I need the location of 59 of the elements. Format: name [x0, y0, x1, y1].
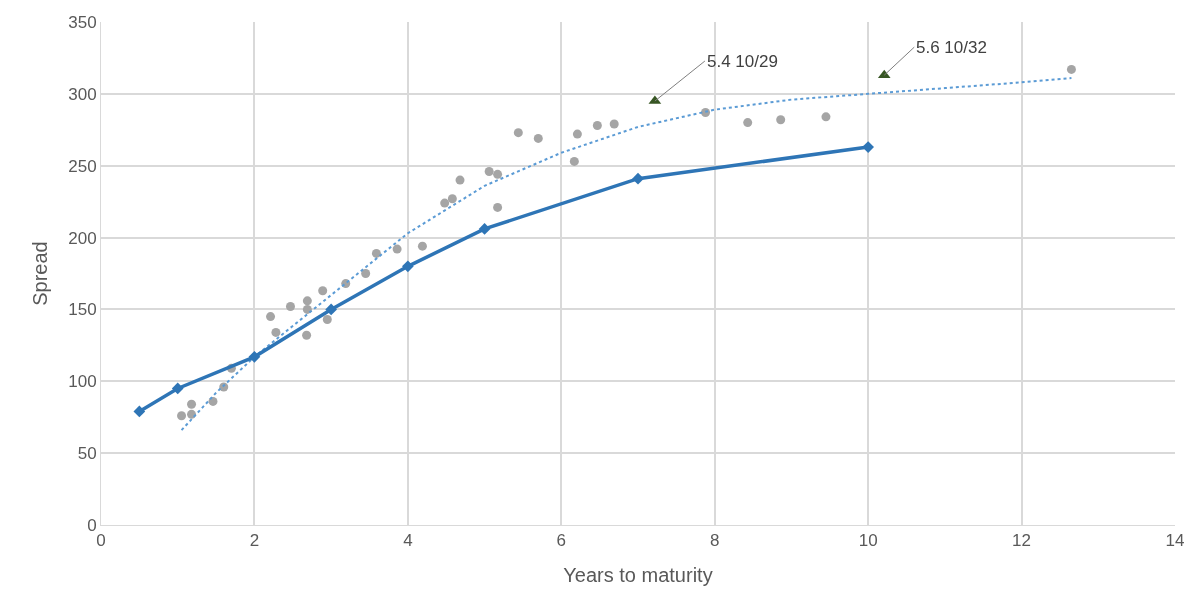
x-tick-label: 14	[1165, 531, 1185, 551]
point	[743, 118, 753, 128]
point	[592, 120, 602, 130]
point	[632, 172, 644, 185]
annotation: 5.6 10/32	[916, 38, 987, 57]
x-axis-title: Years to maturity	[563, 563, 713, 586]
point	[569, 156, 579, 166]
point	[478, 223, 491, 235]
y-tick-label: 100	[68, 372, 97, 392]
point	[572, 129, 582, 139]
point	[392, 244, 402, 254]
point	[302, 296, 312, 306]
point	[533, 133, 543, 143]
point	[285, 302, 295, 312]
line-series	[180, 77, 1073, 432]
annotation: 5.4 10/29	[707, 52, 778, 71]
point	[862, 141, 874, 153]
point	[609, 119, 619, 129]
point	[417, 241, 427, 251]
point	[493, 202, 503, 212]
point	[447, 194, 457, 204]
y-tick-label: 200	[68, 228, 97, 248]
point	[513, 128, 523, 138]
y-tick-label: 50	[77, 444, 97, 464]
x-tick-label: 4	[403, 531, 413, 551]
point	[318, 286, 328, 296]
point	[271, 327, 281, 337]
point	[187, 409, 197, 419]
y-axis-title: Spread	[28, 241, 51, 306]
point	[402, 260, 414, 273]
point	[266, 312, 276, 322]
point	[187, 399, 197, 409]
point	[440, 198, 450, 208]
point	[361, 269, 371, 278]
point	[484, 166, 494, 176]
point	[133, 405, 146, 418]
y-tick-label: 350	[68, 12, 97, 32]
x-tick-label: 12	[1012, 531, 1032, 551]
point	[371, 248, 381, 258]
point	[776, 115, 786, 125]
y-tick-label: 250	[68, 156, 97, 176]
point	[493, 169, 503, 179]
point	[821, 112, 831, 122]
x-tick-label: 2	[249, 531, 260, 551]
point	[455, 175, 465, 185]
x-tick-label: 6	[556, 531, 567, 551]
point	[302, 330, 312, 340]
point	[322, 314, 332, 324]
y-tick-label: 300	[68, 84, 97, 104]
x-tick-label: 8	[709, 531, 720, 551]
point	[171, 382, 184, 395]
y-tick-label: 0	[87, 515, 97, 535]
point	[1066, 64, 1076, 74]
point	[302, 304, 312, 314]
point	[325, 303, 337, 316]
x-tick-label: 10	[858, 531, 878, 551]
y-tick-label: 150	[68, 300, 97, 320]
point	[248, 351, 261, 363]
point	[177, 411, 187, 421]
